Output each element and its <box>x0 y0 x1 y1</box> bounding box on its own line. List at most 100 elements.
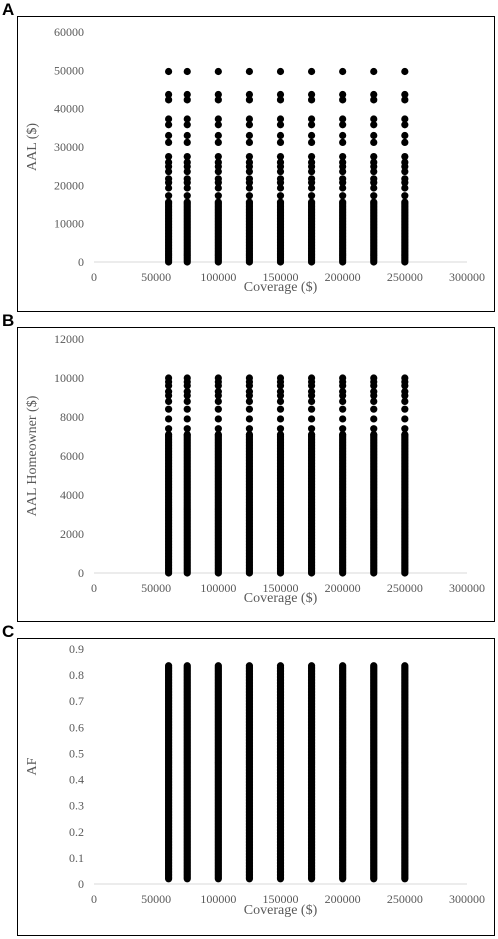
data-point <box>276 430 285 439</box>
data-column <box>401 374 409 577</box>
data-point <box>339 397 347 405</box>
data-point <box>165 405 173 413</box>
data-point <box>276 391 285 400</box>
x-tick-label: 50000 <box>141 892 171 906</box>
data-column <box>165 374 173 577</box>
data-point <box>183 96 191 104</box>
data-point <box>339 162 347 171</box>
data-point <box>307 382 316 390</box>
data-point <box>401 152 409 161</box>
data-point <box>214 391 222 400</box>
data-point <box>245 138 254 146</box>
panel-letter-a: A <box>2 0 15 19</box>
data-point <box>370 391 378 400</box>
x-tick-label: 50000 <box>141 581 171 595</box>
data-column <box>401 662 409 883</box>
data-point <box>339 167 347 176</box>
data-point <box>401 184 409 192</box>
data-point <box>214 115 222 123</box>
x-tick-label: 100000 <box>200 892 236 906</box>
data-column <box>245 662 254 883</box>
chart-panel-a: 0 50000 100000 150000 200000 250000 300000 0 100… <box>17 16 495 312</box>
data-point <box>339 121 347 129</box>
y-tick-label: 0.8 <box>69 668 84 682</box>
y-tick-label: 0.7 <box>69 694 84 708</box>
x-axis-label: Coverage ($) <box>244 280 318 295</box>
data-point <box>370 115 378 123</box>
data-point <box>165 138 173 146</box>
data-point <box>401 425 409 433</box>
data-point <box>307 162 316 171</box>
data-column <box>214 67 222 266</box>
data-point <box>307 179 316 187</box>
data-point <box>183 115 191 123</box>
data-point <box>245 415 254 423</box>
data-point <box>370 430 378 439</box>
data-point <box>165 115 173 123</box>
data-point <box>276 121 285 129</box>
data-point <box>276 152 285 161</box>
y-tick-label: 0.9 <box>69 642 84 656</box>
data-point <box>276 167 285 176</box>
data-point <box>339 198 347 206</box>
data-point <box>401 131 409 140</box>
data-point <box>165 96 173 104</box>
data-point <box>276 405 285 413</box>
data-point <box>307 430 316 439</box>
y-tick-label: 0.3 <box>69 799 84 813</box>
data-point <box>339 179 347 187</box>
data-point <box>401 397 409 405</box>
data-point <box>245 167 254 176</box>
y-tick-label: 10000 <box>54 217 84 231</box>
data-column <box>339 662 347 883</box>
data-point <box>214 425 222 433</box>
data-point <box>307 90 316 99</box>
data-point <box>339 405 347 413</box>
data-point <box>339 96 347 104</box>
data-point <box>307 152 316 161</box>
data-point <box>339 115 347 123</box>
data-point <box>165 382 173 390</box>
data-point <box>245 152 254 161</box>
data-point <box>165 184 173 192</box>
data-point <box>370 67 378 76</box>
data-point <box>307 198 316 206</box>
data-column <box>339 67 347 266</box>
data-point <box>245 397 254 405</box>
data-point <box>401 430 409 439</box>
x-tick-label: 100000 <box>200 581 236 595</box>
data-point <box>245 662 254 670</box>
data-point <box>401 382 409 390</box>
y-tick-label: 0 <box>78 255 84 269</box>
x-tick-label: 250000 <box>387 892 423 906</box>
data-column <box>183 662 191 883</box>
data-column <box>307 67 316 266</box>
data-point <box>276 138 285 146</box>
data-column <box>370 662 378 883</box>
data-point <box>307 121 316 129</box>
y-tick-label: 0.2 <box>69 825 84 839</box>
data-column <box>245 374 254 577</box>
data-point <box>165 192 173 200</box>
data-point <box>276 131 285 140</box>
data-point <box>401 391 409 400</box>
data-point <box>183 391 191 400</box>
data-point <box>401 405 409 413</box>
data-point <box>339 391 347 400</box>
y-tick-label: 12000 <box>54 332 84 346</box>
y-axis-label: AAL Homeowner ($) <box>25 395 40 516</box>
data-point <box>276 192 285 200</box>
x-tick-label: 100000 <box>200 270 236 284</box>
y-tick-label: 2000 <box>60 527 84 541</box>
data-point <box>370 198 378 206</box>
chart-panel-b: 0 50000 100000 150000 200000 250000 300000 0 200… <box>17 327 495 622</box>
data-point <box>245 131 254 140</box>
data-point <box>165 430 173 439</box>
data-point <box>165 662 173 670</box>
data-point <box>165 198 173 206</box>
data-column <box>276 662 285 883</box>
data-point <box>183 167 191 176</box>
x-tick-label: 0 <box>91 581 97 595</box>
data-point <box>214 167 222 176</box>
data-point <box>339 90 347 99</box>
